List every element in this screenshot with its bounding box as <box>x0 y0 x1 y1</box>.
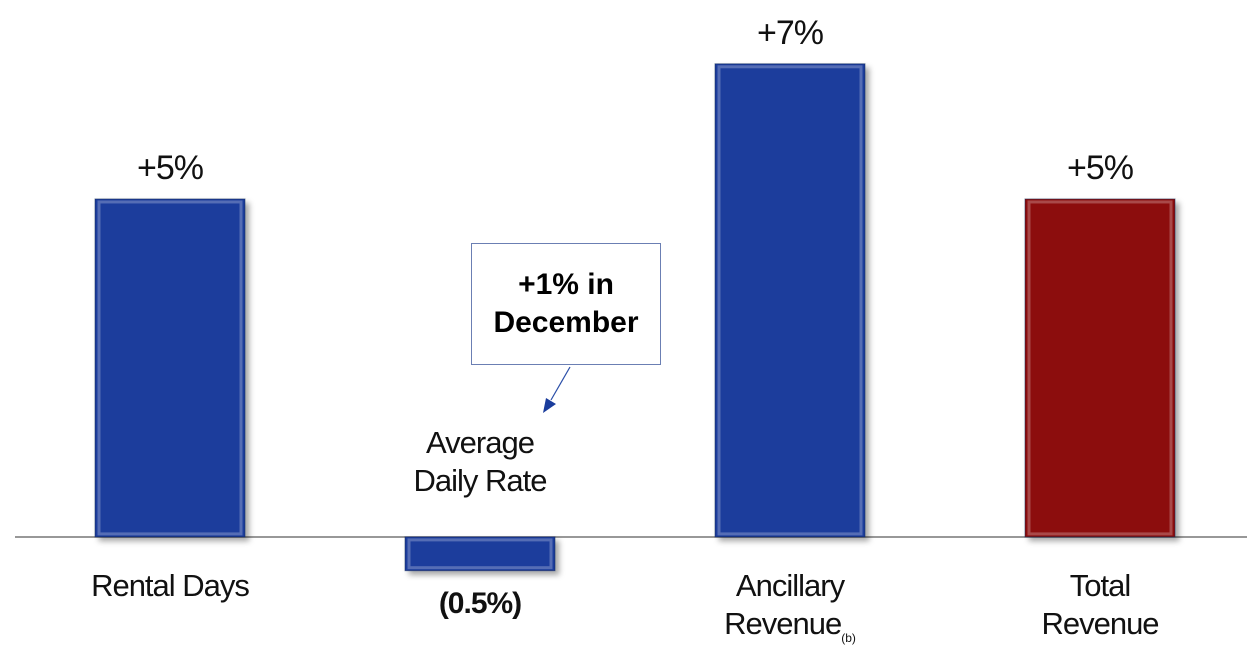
value-label: (0.5%) <box>438 586 522 620</box>
bar <box>714 63 866 538</box>
value-label: +5% <box>137 148 204 187</box>
bar-bevel <box>97 200 243 536</box>
x-tick-label: Total Revenue <box>1041 568 1159 641</box>
arrow-line <box>550 366 571 401</box>
footnote-mark: (b) <box>841 631 856 645</box>
bar-bevel <box>717 65 863 536</box>
x-tick-label: Ancillary Revenue(b) <box>724 568 856 645</box>
arrow-head <box>543 398 556 413</box>
x-tick-label: Rental Days <box>91 568 250 603</box>
bar <box>404 536 556 572</box>
annotation: +1% in December <box>471 243 661 365</box>
bar <box>1024 198 1176 538</box>
value-label: +5% <box>1067 148 1134 187</box>
bar <box>94 198 246 538</box>
x-tick-label: Average Daily Rate <box>413 425 548 498</box>
bar-bevel <box>1027 200 1173 536</box>
bar-bevel <box>407 538 553 570</box>
value-label: +7% <box>757 13 824 52</box>
